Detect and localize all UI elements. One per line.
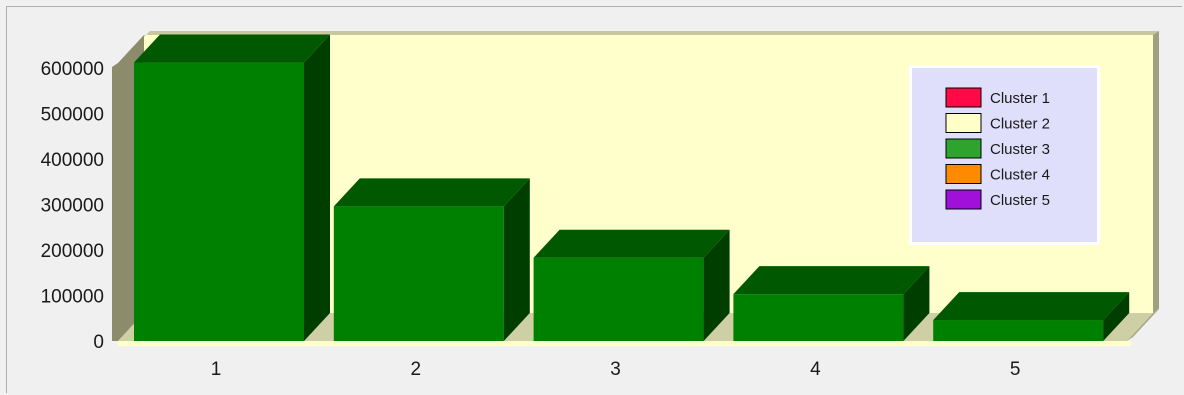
legend: Cluster 1 Cluster 2 Cluster 3 Cluster 4 Clus… <box>909 65 1100 245</box>
bar-front <box>733 294 904 341</box>
bar-front <box>333 206 504 341</box>
bar-side <box>703 229 730 341</box>
y-tick-label: 0 <box>93 332 104 353</box>
y-tick-label: 400000 <box>41 150 104 171</box>
bar-side <box>503 178 530 341</box>
y-tick-label: 600000 <box>41 59 104 80</box>
floor-front-edge <box>118 341 1131 346</box>
legend-label: Cluster 1 <box>990 90 1050 107</box>
x-axis-ticks: 1 2 3 4 5 <box>211 359 1021 380</box>
legend-swatch <box>945 87 982 108</box>
bars <box>134 34 1130 341</box>
legend-swatch <box>945 113 982 133</box>
legend-label: Cluster 5 <box>990 192 1050 209</box>
x-tick-label: 5 <box>1010 359 1021 380</box>
legend-label: Cluster 4 <box>990 167 1050 184</box>
x-tick-label: 1 <box>211 359 222 380</box>
y-tick-label: 500000 <box>41 105 104 126</box>
bar <box>134 34 330 341</box>
legend-swatch <box>945 164 982 184</box>
bar-front <box>134 62 304 341</box>
x-tick-label: 4 <box>810 359 821 380</box>
legend-swatch <box>945 189 982 210</box>
y-tick-label: 300000 <box>41 196 104 217</box>
bar-side <box>304 34 330 341</box>
bar <box>933 292 1130 341</box>
x-tick-label: 3 <box>610 359 621 380</box>
bar-side <box>1103 292 1130 341</box>
bar-top <box>134 34 330 63</box>
right-rim <box>1153 31 1159 313</box>
top-rim <box>118 31 1159 63</box>
y-tick-label: 200000 <box>41 241 104 262</box>
bar-front <box>933 320 1104 341</box>
legend-label: Cluster 3 <box>990 141 1050 158</box>
bar <box>333 178 530 341</box>
legend-box <box>912 68 1097 242</box>
legend-swatch <box>945 138 982 159</box>
bar-top <box>933 292 1130 321</box>
bar <box>733 266 930 341</box>
bar-top <box>333 178 530 207</box>
legend-label: Cluster 2 <box>990 116 1050 133</box>
y-tick-label: 100000 <box>41 287 104 308</box>
bar-top <box>733 266 930 295</box>
x-tick-label: 2 <box>411 359 422 380</box>
bar-side <box>903 266 930 341</box>
floor-edge <box>1127 309 1159 341</box>
bar-front <box>533 257 704 341</box>
y-axis-ticks: 0 100000 200000 300000 400000 500000 600000 <box>41 59 104 353</box>
bar-top <box>533 229 730 258</box>
bar <box>533 229 730 341</box>
